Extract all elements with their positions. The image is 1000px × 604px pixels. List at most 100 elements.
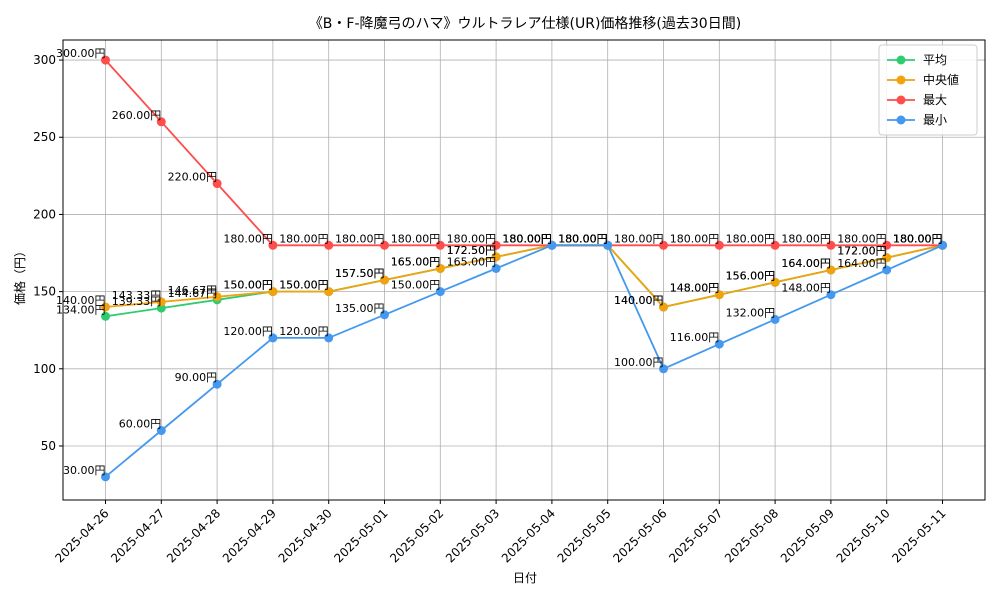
data-point (714, 339, 724, 349)
grid-lines (63, 40, 985, 500)
data-label: 90.00円 (175, 371, 218, 384)
x-axis-title: 日付 (513, 571, 537, 585)
data-point (380, 275, 389, 285)
data-label: 180.00円 (558, 232, 608, 245)
data-label: 157.50円 (335, 267, 385, 280)
data-point (435, 287, 445, 297)
data-label: 180.00円 (558, 232, 608, 245)
data-point (659, 364, 668, 374)
data-label: 180.00円 (335, 232, 385, 245)
data-label: 165.00円 (447, 255, 497, 268)
data-point (324, 333, 334, 343)
y-tick-label: 100 (33, 362, 56, 376)
data-label: 180.00円 (391, 232, 441, 245)
x-tick-label: 2025-05-01 (331, 506, 390, 565)
series-layer (101, 55, 947, 482)
plot-frame (62, 39, 986, 501)
data-point (770, 240, 780, 250)
data-label: 150.00円 (223, 279, 273, 292)
data-label: 165.00円 (391, 255, 441, 268)
data-label: 180.00円 (558, 232, 608, 245)
data-label: 30.00円 (63, 464, 106, 477)
data-label: 143.33円 (112, 289, 162, 302)
data-point (826, 240, 836, 250)
data-point (882, 240, 892, 250)
data-labels: 134.00円 139.33円 144.67円 150.00円 150.00円 157.5… (56, 47, 943, 477)
data-label: 132.00円 (726, 306, 776, 319)
data-point (156, 117, 166, 127)
series-line (104, 244, 943, 478)
x-tick-label: 2025-05-07 (666, 506, 725, 565)
data-point (770, 277, 780, 287)
x-tick-label: 2025-05-04 (499, 506, 558, 565)
x-tick-label: 2025-04-28 (164, 506, 223, 565)
data-label: 180.00円 (279, 232, 329, 245)
data-label: 172.50円 (447, 244, 497, 257)
data-label: 100.00円 (614, 356, 664, 369)
x-tick-label: 2025-04-30 (276, 506, 335, 565)
data-label: 300.00円 (56, 47, 106, 60)
data-label: 148.00円 (781, 282, 831, 295)
data-label: 156.00円 (726, 269, 776, 282)
data-point (826, 290, 836, 300)
data-label: 164.00円 (781, 257, 831, 270)
data-point (380, 240, 389, 250)
data-point (156, 303, 166, 313)
data-label: 140.00円 (614, 294, 664, 307)
data-label: 180.00円 (502, 232, 552, 245)
data-label: 157.50円 (335, 267, 385, 280)
legend-label: 中央値 (923, 72, 959, 87)
data-point (101, 472, 110, 482)
data-label: 180.00円 (837, 232, 887, 245)
data-point (101, 311, 110, 321)
data-point (324, 287, 334, 297)
y-tick-label: 300 (33, 53, 56, 67)
legend-swatch-marker (896, 95, 906, 105)
y-tick-label: 50 (41, 439, 56, 453)
data-label: 146.67円 (168, 284, 218, 297)
legend-swatch-marker (896, 55, 906, 65)
data-label: 150.00円 (279, 279, 329, 292)
data-point (714, 240, 724, 250)
legend-swatch-marker (896, 115, 906, 125)
data-point (603, 240, 613, 250)
data-point (491, 240, 501, 250)
data-label: 164.00円 (837, 257, 887, 270)
data-point (826, 265, 836, 275)
x-tick-label: 2025-04-26 (52, 506, 111, 565)
data-point (268, 240, 278, 250)
data-point (156, 426, 166, 436)
data-point (659, 302, 668, 312)
x-tick-label: 2025-05-06 (610, 506, 669, 565)
data-point (268, 333, 278, 343)
x-tick-label: 2025-04-27 (108, 506, 167, 565)
x-tick-label: 2025-05-10 (834, 506, 893, 565)
data-point (156, 297, 166, 307)
x-tick-label: 2025-04-29 (220, 506, 279, 565)
x-tick-label: 2025-05-02 (387, 506, 446, 565)
data-label: 150.00円 (223, 279, 273, 292)
x-tick-label: 2025-05-05 (555, 506, 614, 565)
data-label: 134.00円 (56, 303, 106, 316)
axes: 501001502002503002025-04-262025-04-27202… (33, 39, 986, 565)
data-label: 260.00円 (112, 109, 162, 122)
y-tick-label: 250 (33, 130, 56, 144)
data-label: 120.00円 (279, 325, 329, 338)
data-label: 60.00円 (119, 418, 162, 431)
x-tick-label: 2025-05-11 (889, 506, 948, 565)
series-line (104, 59, 943, 247)
data-label: 180.00円 (726, 232, 776, 245)
legend-label: 平均 (923, 53, 947, 67)
legend-label: 最小 (923, 113, 947, 127)
data-point (324, 240, 334, 250)
data-point (491, 263, 501, 273)
data-label: 135.00円 (335, 302, 385, 315)
data-label: 139.33円 (112, 295, 162, 308)
data-label: 120.00円 (223, 325, 273, 338)
legend-label: 最大 (923, 93, 947, 107)
data-label: 148.00円 (670, 282, 720, 295)
data-label: 150.00円 (279, 279, 329, 292)
